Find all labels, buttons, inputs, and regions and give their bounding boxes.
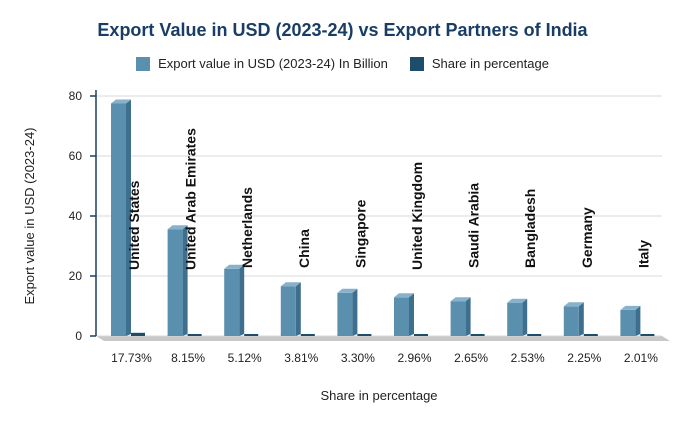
x-tick-label: 2.96% — [397, 351, 431, 365]
plot-floor — [96, 336, 670, 341]
bar-top — [111, 99, 131, 104]
y-tick-label: 40 — [69, 209, 83, 223]
bar-side — [182, 225, 188, 336]
bar-top — [337, 288, 358, 293]
bar-label: Singapore — [352, 199, 368, 268]
y-tick-label: 60 — [69, 149, 83, 163]
share-bar — [583, 334, 598, 336]
share-bar — [640, 334, 655, 336]
bar-top — [450, 297, 471, 302]
share-bar — [470, 334, 485, 336]
legend-swatch-export-value — [136, 56, 151, 71]
x-tick-label: 3.30% — [341, 351, 375, 365]
bar-label: Netherlands — [239, 187, 255, 268]
bar-side — [295, 282, 301, 336]
export-value-bar — [563, 306, 579, 336]
bar-top — [620, 305, 641, 310]
bar-label: United Kingdom — [409, 162, 425, 270]
y-tick-label: 20 — [69, 269, 83, 283]
bar-top — [394, 293, 414, 298]
export-value-bar — [280, 286, 296, 336]
export-value-bar — [224, 268, 240, 336]
x-tick-label: 3.81% — [284, 351, 318, 365]
legend-label-export-value: Export value in USD (2023-24) In Billion — [158, 56, 388, 71]
y-axis-label: Export value in USD (2023-24) — [22, 127, 37, 304]
legend-item-share[interactable]: Share in percentage — [409, 56, 549, 71]
bar-side — [465, 297, 471, 336]
bar-top — [224, 264, 245, 269]
bar-side — [635, 305, 641, 336]
legend: Export value in USD (2023-24) In Billion… — [0, 56, 685, 71]
export-value-bar — [450, 301, 466, 336]
export-value-bar — [111, 103, 126, 336]
export-value-bar — [507, 302, 523, 336]
bar-label: United Arab Emirates — [183, 128, 199, 270]
bar-top — [167, 225, 188, 230]
x-tick-label: 2.53% — [511, 351, 545, 365]
x-tick-label: 2.25% — [567, 351, 601, 365]
bar-label: United States — [126, 180, 142, 270]
bar-label: China — [296, 229, 312, 268]
share-bar — [357, 334, 372, 336]
bar-side — [239, 264, 245, 336]
legend-item-export-value[interactable]: Export value in USD (2023-24) In Billion — [136, 56, 388, 71]
bar-label: Saudi Arabia — [466, 183, 482, 268]
share-bar — [244, 334, 259, 336]
x-axis-label: Share in percentage — [320, 388, 437, 403]
bar-side — [578, 302, 584, 336]
share-bar — [300, 334, 315, 336]
bar-top — [280, 282, 301, 287]
bar-side — [126, 99, 131, 336]
y-tick-label: 0 — [75, 329, 82, 343]
bar-side — [522, 298, 528, 336]
share-bar — [527, 334, 542, 336]
x-tick-label: 2.65% — [454, 351, 488, 365]
bar-top — [507, 298, 528, 303]
legend-swatch-share — [409, 56, 424, 71]
x-tick-label: 5.12% — [228, 351, 262, 365]
x-tick-label: 8.15% — [171, 351, 205, 365]
export-value-bar — [167, 229, 183, 336]
legend-label-share: Share in percentage — [431, 56, 549, 71]
share-bar — [131, 332, 145, 336]
bar-label: Bangladesh — [522, 189, 538, 268]
export-value-bar — [620, 309, 636, 336]
x-tick-label: 2.01% — [624, 351, 658, 365]
bar-side — [409, 293, 414, 336]
share-bar — [414, 334, 428, 336]
x-tick-label: 17.73% — [111, 351, 152, 365]
share-bar — [187, 334, 202, 336]
bar-side — [352, 288, 358, 336]
bar-label: Germany — [579, 207, 595, 268]
bar-top — [563, 302, 584, 307]
bar-label: Italy — [635, 240, 651, 268]
export-value-bar — [394, 297, 409, 336]
chart-title: Export Value in USD (2023-24) vs Export … — [97, 20, 588, 40]
y-tick-label: 80 — [69, 89, 83, 103]
export-value-bar — [337, 292, 353, 336]
